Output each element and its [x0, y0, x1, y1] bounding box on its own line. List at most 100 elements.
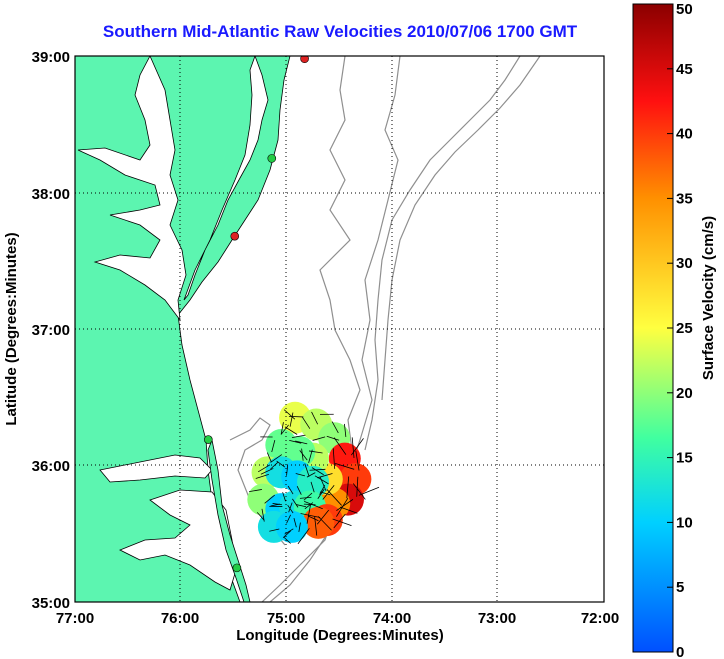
station-marker: [267, 154, 277, 163]
velocity-vector: [299, 450, 308, 461]
velocity-vector: [344, 423, 347, 437]
velocity-vector: [336, 499, 354, 511]
colorbar-tick-label: 30: [676, 255, 693, 272]
velocity-vector: [333, 437, 347, 455]
y-axis: 39:00 38:00 37:00 36:00 35:00 Latitude (…: [3, 49, 70, 612]
x-tick-label: 75:00: [267, 610, 305, 627]
station-marker: [230, 231, 240, 241]
velocity-vector: [309, 468, 326, 471]
x-tick-label: 74:00: [373, 610, 411, 627]
y-tick-label: 36:00: [32, 458, 70, 475]
y-axis-label: Latitude (Degrees:Minutes): [3, 232, 20, 425]
velocity-vector: [306, 472, 316, 478]
x-tick-label: 73:00: [478, 610, 516, 627]
velocity-vector: [298, 522, 301, 532]
plot-frame: [74, 55, 605, 603]
velocity-vector: [264, 494, 275, 504]
velocity-vector: [284, 528, 294, 535]
colorbar-tick-label: 15: [676, 450, 693, 467]
velocity-vector: [288, 502, 293, 513]
velocity-vector: [266, 452, 272, 463]
velocity-vector: [316, 509, 330, 525]
velocity-vector: [286, 514, 291, 524]
colorbar-tick-label: 0: [676, 644, 684, 659]
velocity-vector: [314, 516, 318, 536]
velocity-vector: [319, 484, 326, 495]
station-marker: [300, 56, 309, 64]
velocity-vector: [304, 502, 314, 510]
velocity-vector: [310, 481, 315, 493]
velocity-vector: [288, 415, 304, 418]
velocity-vector: [287, 485, 294, 495]
velocity-cell: [297, 465, 330, 498]
velocity-vector: [334, 463, 355, 470]
velocity-vector: [332, 518, 352, 527]
velocity-vector: [351, 437, 355, 459]
velocity-vector: [295, 440, 308, 445]
colorbar-tick-label: 40: [676, 126, 693, 143]
velocity-vector: [307, 515, 319, 522]
colorbar-label: Surface Velocity (cm/s): [700, 216, 717, 380]
velocity-vector: [282, 530, 291, 538]
velocity-cell: [265, 429, 298, 462]
velocity-vector: [272, 503, 283, 506]
velocity-vector: [257, 464, 271, 473]
velocity-vector: [331, 421, 339, 434]
y-tick-label: 35:00: [32, 595, 70, 612]
colorbar-tick-label: 10: [676, 514, 693, 531]
velocity-vector: [346, 476, 350, 499]
velocity-vector: [340, 506, 358, 514]
velocity-vector: [292, 498, 299, 508]
velocity-vector: [282, 492, 286, 502]
delaware-bay: [183, 56, 269, 301]
velocity-vector: [326, 489, 342, 506]
y-tick-label: 38:00: [32, 186, 70, 203]
velocity-vector: [332, 448, 336, 469]
velocity-vector: [311, 467, 324, 476]
velocity-vector: [289, 439, 302, 444]
station-marker: [204, 435, 213, 444]
velocity-vectors: [249, 409, 380, 545]
velocity-vector: [286, 465, 289, 476]
velocity-vector: [293, 517, 297, 528]
velocity-vector: [297, 528, 310, 545]
velocity-vector: [304, 463, 310, 477]
velocity-vector: [303, 492, 313, 501]
chesapeake-bay: [77, 56, 187, 322]
velocity-vector: [271, 440, 276, 453]
velocity-vector: [295, 473, 306, 477]
velocity-vector: [289, 412, 294, 427]
velocity-vector: [291, 434, 306, 439]
velocity-vector: [284, 426, 298, 435]
x-axis: 77:00 76:00 75:00 74:00 73:00 72:00 Long…: [56, 610, 619, 644]
station-marker: [232, 563, 242, 573]
velocity-vector: [317, 516, 332, 531]
colorbar-tick-label: 5: [676, 579, 684, 596]
velocity-vector: [314, 475, 329, 485]
outer-banks: [207, 438, 251, 602]
colorbar-tick-label: 35: [676, 190, 693, 207]
velocity-vector: [308, 450, 323, 454]
velocity-vector: [304, 500, 323, 510]
colorbar-tick-label: 20: [676, 385, 693, 402]
albemarle-sound: [99, 454, 213, 483]
y-tick-label: 39:00: [32, 49, 70, 66]
velocity-vector: [280, 422, 284, 435]
station-markers: [204, 56, 309, 573]
velocity-vector: [283, 409, 296, 420]
velocity-vector: [322, 484, 335, 500]
velocity-vector: [280, 424, 289, 435]
velocity-vector: [283, 536, 291, 544]
velocity-vector: [352, 483, 366, 500]
x-tick-label: 72:00: [581, 610, 619, 627]
velocity-vector: [256, 512, 265, 521]
velocity-vector: [270, 461, 279, 470]
velocity-vector: [287, 504, 294, 514]
colorbar-tick-label: 25: [676, 320, 693, 337]
velocity-vector: [312, 436, 326, 441]
velocity-cell: [275, 510, 308, 543]
velocity-vector: [269, 528, 280, 532]
velocity-vector: [299, 496, 312, 499]
velocity-vector: [311, 411, 319, 425]
